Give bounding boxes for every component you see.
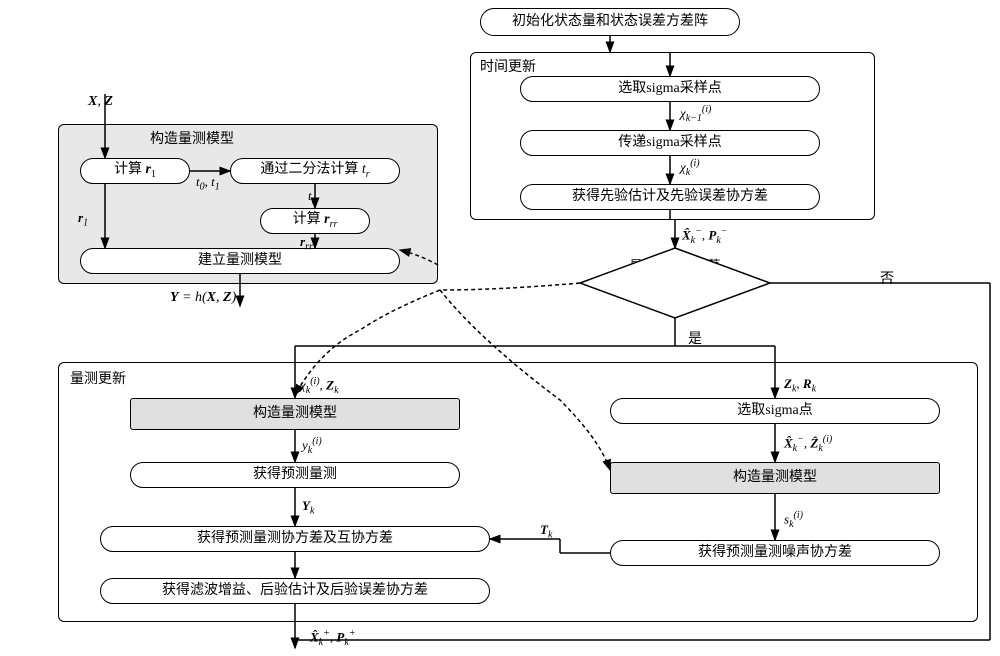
chi-k1-label: χk−1(i) <box>680 104 711 124</box>
build-meas-model: 建立量测模型 <box>80 248 400 274</box>
meas-model-group-label: 构造量测模型 <box>150 128 234 148</box>
propagate-sigma: 传递sigma采样点 <box>520 130 820 156</box>
meas-update-label: 量测更新 <box>70 368 126 388</box>
select-sigma-2: 选取sigma点 <box>610 398 940 424</box>
xz-label: X, Z <box>88 94 113 110</box>
Yk-label: Yk <box>302 498 314 517</box>
compute-rrr: 计算 rrr <box>260 208 370 234</box>
get-pred-cov: 获得预测量测协方差及互协方差 <box>100 526 490 552</box>
decision-text: 是否有太阳震荡 时间延迟量测量 <box>590 258 760 289</box>
zk-rk-label: Zk, Rk <box>784 376 816 395</box>
select-sigma-1: 选取sigma采样点 <box>520 76 820 102</box>
Y-eq-label: Y = h(X, Z) <box>170 290 236 306</box>
xhat-zk-label: X̂k−, Ẑk(i) <box>784 434 832 454</box>
get-pred-noise: 获得预测量测噪声协方差 <box>610 540 940 566</box>
xhat-pk-plus-label: X̂k+, Pk+ <box>310 628 356 648</box>
xhat-pk-minus-label: X̂k−, Pk− <box>682 226 728 246</box>
r1-label: r1 <box>78 210 88 229</box>
yk-i-label: yk(i) <box>302 436 322 456</box>
construct-meas-model-2: 构造量测模型 <box>610 462 940 494</box>
compute-tr: 通过二分法计算 tr <box>230 158 400 184</box>
tr-label: tr <box>308 188 316 207</box>
compute-r1: 计算 r1 <box>80 158 190 184</box>
no-label: 否 <box>880 268 894 288</box>
rrr-label: rrr <box>300 234 313 253</box>
construct-meas-model-1: 构造量测模型 <box>130 398 460 430</box>
time-update-label: 时间更新 <box>480 56 536 76</box>
t0t1-label: t0, t1 <box>196 174 220 193</box>
init-node: 初始化状态量和状态误差方差阵 <box>480 8 740 36</box>
get-pred-meas: 获得预测量测 <box>130 462 460 488</box>
chi-zk-label: χk(i), Zk <box>300 376 339 396</box>
prior-est: 获得先验估计及先验误差协方差 <box>520 184 820 210</box>
yes-label: 是 <box>688 328 702 348</box>
chi-k-label: χk(i) <box>680 158 700 178</box>
sk-i-label: sk(i) <box>784 510 803 530</box>
get-gain: 获得滤波增益、后验估计及后验误差协方差 <box>100 578 490 604</box>
Tk-label: Tk <box>540 522 552 541</box>
